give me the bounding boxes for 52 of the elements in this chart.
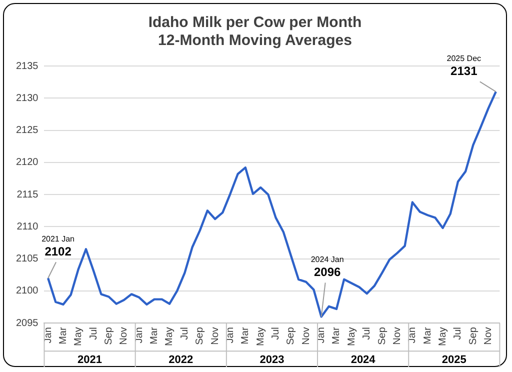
x-tick-label: May bbox=[346, 327, 358, 346]
x-tick-label: Jan bbox=[224, 327, 236, 344]
x-tick-label: May bbox=[438, 327, 449, 346]
text: 2025 Dec bbox=[446, 54, 482, 63]
x-tick-label: Jul bbox=[362, 327, 373, 340]
y-tick-label: 2130 bbox=[16, 92, 39, 104]
data-label: 2131 bbox=[450, 64, 478, 78]
x-tick-label: Jul bbox=[452, 327, 464, 340]
x-tick-label: Mar bbox=[149, 326, 160, 344]
x-tick-label: Mar bbox=[331, 326, 342, 344]
text: 2025 bbox=[442, 354, 466, 366]
x-tick-label: Nov bbox=[210, 327, 221, 345]
x-tick-label: Sep bbox=[194, 326, 206, 345]
data-label: 2102 bbox=[44, 244, 72, 258]
annotation: 2024 Jan bbox=[310, 254, 344, 264]
data-label: 2096 bbox=[314, 264, 341, 279]
x-tick-label: May bbox=[255, 327, 266, 346]
x-tick-label: Jul bbox=[270, 327, 282, 340]
y-tick-label: 2115 bbox=[16, 189, 39, 200]
y-tick-label: 2120 bbox=[16, 157, 39, 168]
x-tick-label: Jan bbox=[134, 327, 145, 344]
x-tick-label: Mar bbox=[58, 326, 69, 344]
y-tick-label: 2125 bbox=[16, 125, 39, 136]
x-tick-label: Mar bbox=[422, 326, 434, 344]
y-tick-label: 2105 bbox=[16, 254, 39, 265]
x-tick-label: Jan bbox=[316, 327, 328, 344]
text: 2021 bbox=[78, 354, 102, 366]
text: 2023 bbox=[260, 354, 284, 366]
y-tick-label: 2095 bbox=[16, 318, 39, 329]
y-tick-label: 2100 bbox=[16, 286, 39, 297]
x-tick-label: Nov bbox=[483, 327, 494, 345]
x-tick-label: Sep bbox=[376, 326, 388, 345]
text: 2024 bbox=[350, 354, 376, 366]
x-tick-label: Sep bbox=[104, 326, 115, 345]
x-tick-label: May bbox=[73, 327, 84, 346]
x-tick-label: Nov bbox=[118, 327, 130, 345]
x-tick-label: Mar bbox=[240, 326, 252, 344]
text: 12-Month Moving Averages bbox=[158, 32, 352, 50]
text: 2022 bbox=[168, 354, 194, 366]
x-tick-label: Jul bbox=[179, 327, 190, 340]
text: Idaho Milk per Cow per Month bbox=[148, 14, 362, 32]
x-tick-label: Sep bbox=[468, 326, 479, 345]
x-tick-label: Jan bbox=[407, 327, 418, 344]
x-tick-label: Jul bbox=[88, 327, 100, 340]
y-tick-label: 2135 bbox=[16, 60, 39, 72]
x-tick-label: Sep bbox=[286, 326, 297, 345]
x-tick-label: May bbox=[164, 327, 176, 346]
x-tick-label: Nov bbox=[300, 327, 312, 345]
y-tick-label: 2110 bbox=[16, 221, 39, 232]
x-tick-label: Nov bbox=[392, 327, 403, 345]
x-tick-label: Jan bbox=[42, 327, 54, 344]
annotation: 2021 Jan bbox=[42, 234, 74, 244]
